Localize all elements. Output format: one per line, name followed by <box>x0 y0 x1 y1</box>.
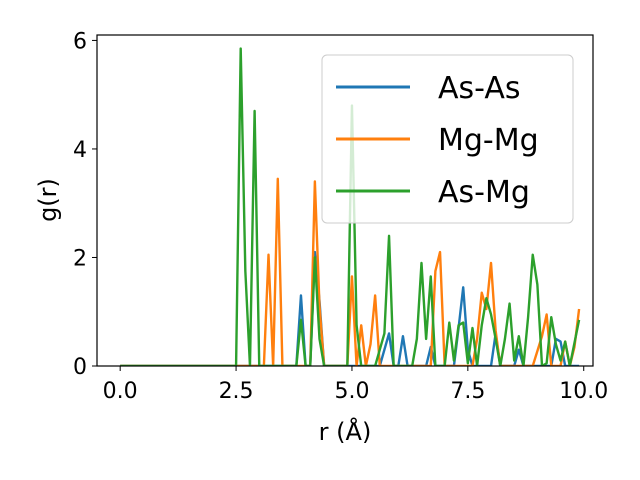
x-tick-label: 10.0 <box>559 379 608 404</box>
y-tick-label: 4 <box>73 138 87 163</box>
legend: As-As Mg-Mg As-Mg <box>321 54 574 224</box>
x-tick-label: 5.0 <box>334 379 369 404</box>
y-axis-label: g(r) <box>34 178 62 222</box>
x-axis-label: r (Å) <box>319 417 372 446</box>
y-tick-label: 0 <box>73 355 87 380</box>
series-line-as-mg <box>120 47 581 366</box>
plot-frame <box>96 34 594 367</box>
x-tick-label: 0.0 <box>103 379 138 404</box>
x-tick-label: 2.5 <box>219 379 254 404</box>
legend-label-as-mg: As-Mg <box>438 175 530 210</box>
plot-area <box>96 34 594 367</box>
y-tick-label: 6 <box>73 29 87 54</box>
series-layer <box>120 47 581 366</box>
x-axis-ticks: 0.0 2.5 5.0 7.5 10.0 <box>103 366 608 404</box>
legend-label-as-as: As-As <box>438 71 520 106</box>
legend-label-mg-mg: Mg-Mg <box>438 123 539 158</box>
legend-box <box>321 54 574 224</box>
x-tick-label: 7.5 <box>450 379 485 404</box>
y-axis-ticks: 0 2 4 6 <box>73 29 97 380</box>
y-tick-label: 2 <box>73 246 87 271</box>
